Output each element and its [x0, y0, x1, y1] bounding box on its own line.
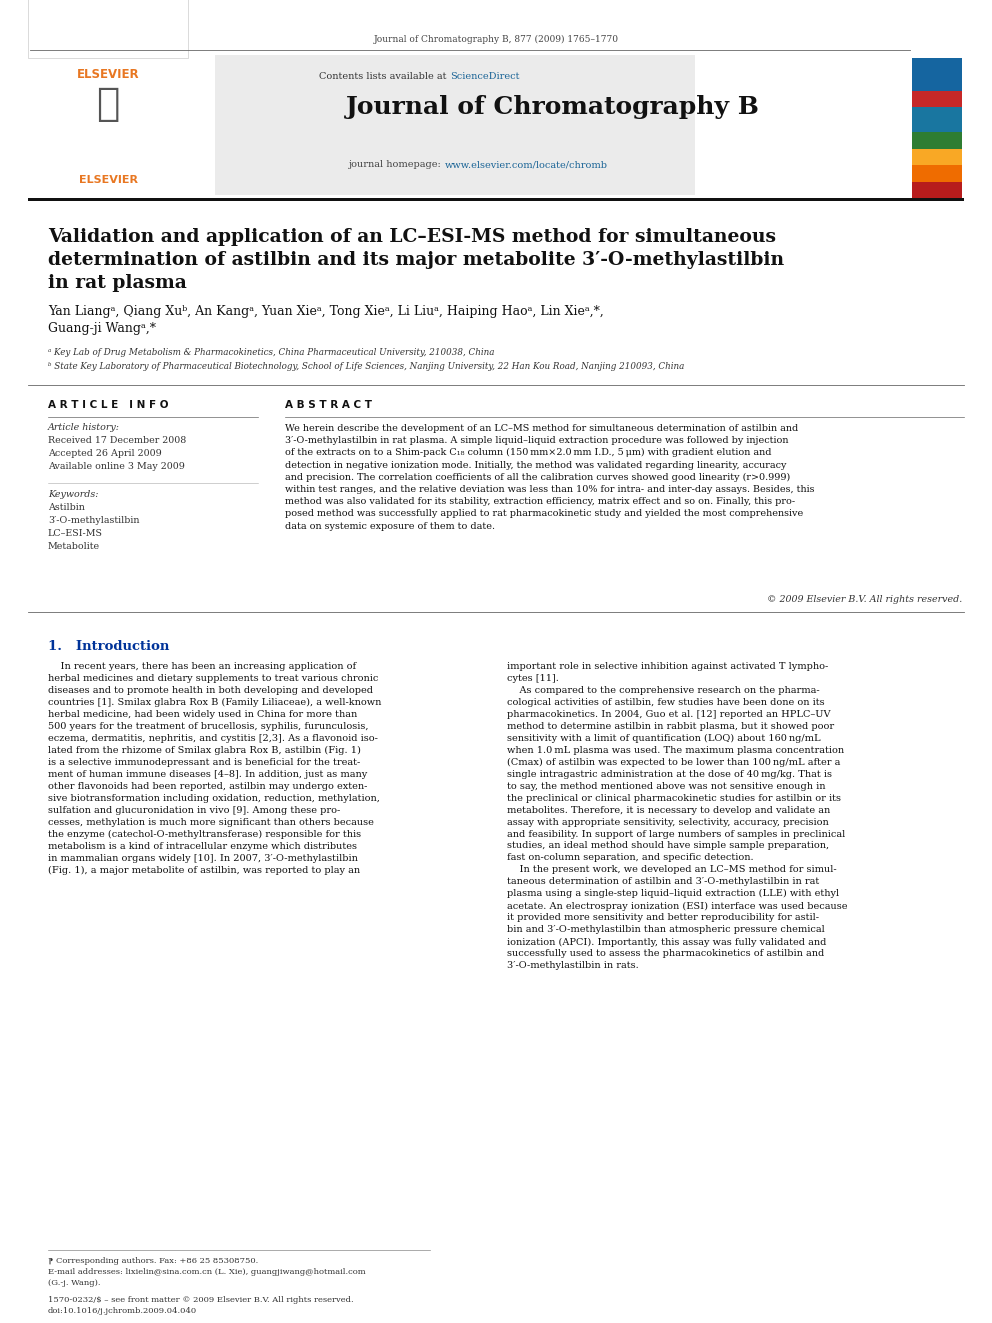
Text: LC–ESI-MS: LC–ESI-MS — [48, 529, 103, 538]
Bar — [912, 157, 962, 165]
Bar — [912, 124, 962, 132]
Text: 3′-O-methylastilbin: 3′-O-methylastilbin — [48, 516, 140, 525]
Bar — [912, 148, 962, 157]
Text: important role in selective inhibition against activated T lympho-
cytes [11].
 : important role in selective inhibition a… — [507, 662, 847, 970]
Text: 1570-0232/$ – see front matter © 2009 Elsevier B.V. All rights reserved.: 1570-0232/$ – see front matter © 2009 El… — [48, 1297, 353, 1304]
Text: www.elsevier.com/locate/chromb: www.elsevier.com/locate/chromb — [445, 160, 608, 169]
Text: Article history:: Article history: — [48, 423, 120, 433]
Text: We herein describe the development of an LC–MS method for simultaneous determina: We herein describe the development of an… — [285, 423, 814, 531]
Bar — [912, 74, 962, 83]
Text: In recent years, there has been an increasing application of
herbal medicines an: In recent years, there has been an incre… — [48, 662, 381, 875]
Text: determination of astilbin and its major metabolite 3′-O-methylastilbin: determination of astilbin and its major … — [48, 251, 784, 269]
Text: Metabolite: Metabolite — [48, 542, 100, 550]
Text: ⁋ Corresponding authors. Fax: +86 25 85308750.: ⁋ Corresponding authors. Fax: +86 25 853… — [48, 1257, 258, 1265]
Bar — [215, 56, 695, 194]
Bar — [912, 165, 962, 173]
Text: journal homepage:: journal homepage: — [349, 160, 445, 169]
Text: ELSEVIER: ELSEVIER — [76, 67, 139, 81]
Bar — [912, 115, 962, 124]
Text: Journal of Chromatography B: Journal of Chromatography B — [346, 95, 760, 119]
Text: ELSEVIER: ELSEVIER — [78, 175, 138, 185]
Bar — [912, 83, 962, 91]
Text: Yan Liangᵃ, Qiang Xuᵇ, An Kangᵃ, Yuan Xieᵃ, Tong Xieᵃ, Li Liuᵃ, Haiping Haoᵃ, Li: Yan Liangᵃ, Qiang Xuᵇ, An Kangᵃ, Yuan Xi… — [48, 306, 604, 318]
Text: Accepted 26 April 2009: Accepted 26 April 2009 — [48, 448, 162, 458]
Text: Keywords:: Keywords: — [48, 490, 98, 499]
Bar — [28, 0, 188, 58]
Bar — [912, 132, 962, 140]
Text: © 2009 Elsevier B.V. All rights reserved.: © 2009 Elsevier B.V. All rights reserved… — [767, 595, 962, 605]
Text: 1.   Introduction: 1. Introduction — [48, 640, 170, 654]
Bar — [912, 107, 962, 115]
Text: ᵃ Key Lab of Drug Metabolism & Pharmacokinetics, China Pharmaceutical University: ᵃ Key Lab of Drug Metabolism & Pharmacok… — [48, 348, 494, 357]
Bar — [912, 99, 962, 107]
Text: Astilbin: Astilbin — [48, 503, 85, 512]
Text: doi:10.1016/j.jchromb.2009.04.040: doi:10.1016/j.jchromb.2009.04.040 — [48, 1307, 197, 1315]
Bar — [912, 58, 962, 66]
Text: Available online 3 May 2009: Available online 3 May 2009 — [48, 462, 185, 471]
Bar — [912, 173, 962, 181]
Text: 🌿: 🌿 — [96, 85, 120, 123]
Text: ScienceDirect: ScienceDirect — [450, 71, 520, 81]
Text: Validation and application of an LC–ESI-MS method for simultaneous: Validation and application of an LC–ESI-… — [48, 228, 776, 246]
Text: ᵇ State Key Laboratory of Pharmaceutical Biotechnology, School of Life Sciences,: ᵇ State Key Laboratory of Pharmaceutical… — [48, 363, 684, 370]
Bar — [912, 91, 962, 99]
Text: Contents lists available at: Contents lists available at — [319, 71, 450, 81]
Bar — [912, 189, 962, 198]
Text: (G.-j. Wang).: (G.-j. Wang). — [48, 1279, 100, 1287]
Text: A R T I C L E   I N F O: A R T I C L E I N F O — [48, 400, 169, 410]
Bar — [912, 181, 962, 189]
Text: in rat plasma: in rat plasma — [48, 274, 186, 292]
Text: A B S T R A C T: A B S T R A C T — [285, 400, 372, 410]
Text: Guang-ji Wangᵃ,*: Guang-ji Wangᵃ,* — [48, 321, 156, 335]
Text: Received 17 December 2008: Received 17 December 2008 — [48, 437, 186, 445]
Text: Journal of Chromatography B, 877 (2009) 1765–1770: Journal of Chromatography B, 877 (2009) … — [374, 34, 618, 44]
Bar — [28, 198, 964, 201]
Text: E-mail addresses: lixielin@sina.com.cn (L. Xie), guangjiwang@hotmail.com: E-mail addresses: lixielin@sina.com.cn (… — [48, 1267, 366, 1275]
Bar — [912, 66, 962, 74]
Bar — [912, 140, 962, 148]
